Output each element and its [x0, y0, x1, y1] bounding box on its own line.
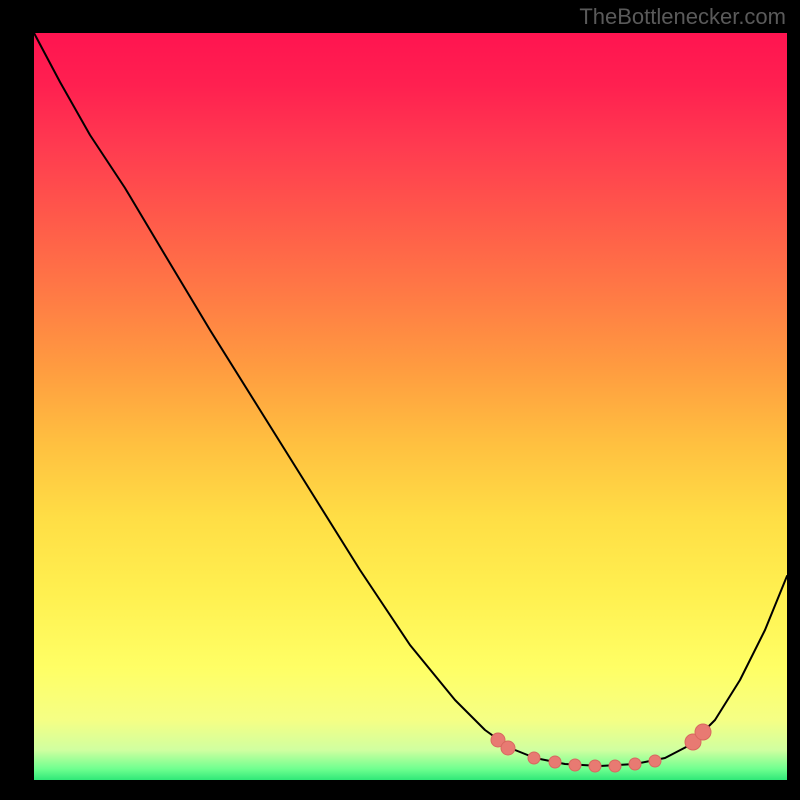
optimal-zone-markers [491, 724, 711, 772]
marker-point [549, 756, 561, 768]
marker-point [609, 760, 621, 772]
marker-point [569, 759, 581, 771]
marker-point [501, 741, 515, 755]
marker-point [695, 724, 711, 740]
marker-point [629, 758, 641, 770]
marker-point [649, 755, 661, 767]
bottleneck-curve [34, 33, 787, 766]
attribution-text: TheBottlenecker.com [579, 4, 786, 30]
chart-overlay [0, 0, 800, 800]
marker-point [528, 752, 540, 764]
marker-point [589, 760, 601, 772]
